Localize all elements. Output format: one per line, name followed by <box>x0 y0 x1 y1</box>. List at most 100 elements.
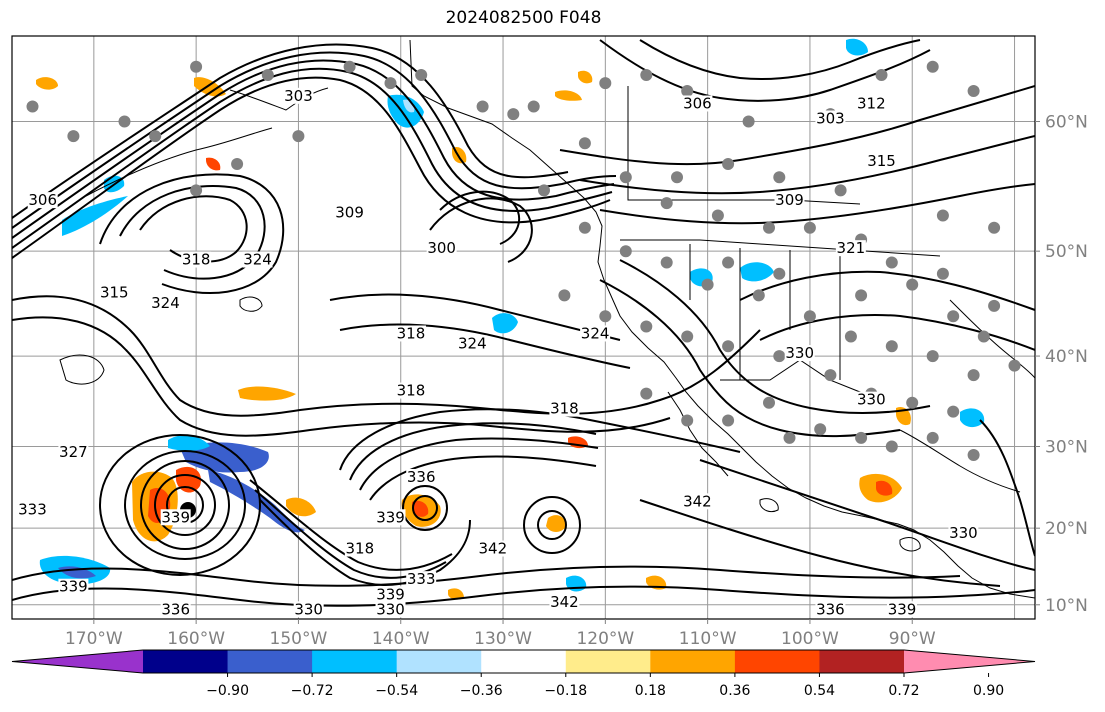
station-dot <box>988 299 1001 312</box>
contour-label-bg <box>682 95 713 112</box>
contour-label-bg <box>948 525 979 542</box>
station-dot <box>936 267 949 280</box>
contour-label-bg <box>395 325 426 342</box>
station-dot <box>824 369 837 382</box>
station-dot <box>722 158 735 170</box>
station-dot <box>977 330 990 343</box>
colorbar-box <box>734 650 820 673</box>
station-dot <box>926 350 939 363</box>
station-dot <box>660 256 673 269</box>
station-dot <box>578 221 591 234</box>
station-dot <box>527 100 540 113</box>
station-dot <box>988 221 1001 234</box>
station-dot <box>763 221 775 234</box>
station-dot <box>783 431 796 444</box>
contour-label: 321 <box>837 239 866 257</box>
station-dot <box>26 100 39 113</box>
contour-label-bg <box>457 335 488 352</box>
station-dot <box>640 320 653 333</box>
contour-label: 327 <box>59 443 88 461</box>
latitude-axis: 60°N 50°N 40°N 30°N 20°N 10°N <box>1035 113 1088 616</box>
station-dot <box>885 256 898 269</box>
station-dot <box>875 69 888 81</box>
contour-label-bg <box>580 325 611 342</box>
contour-label-bg <box>682 493 713 510</box>
colorbar-tick-label: 0.90 <box>973 683 1004 699</box>
station-dot <box>190 60 203 73</box>
longitude-axis: 170°W 160°W 150°W 140°W 130°W 120°W 110°W 100°W… <box>65 619 936 649</box>
contour-label-bg <box>334 204 365 221</box>
colorbar-box <box>565 650 651 673</box>
station-dot <box>855 289 868 302</box>
contour-label-bg <box>815 110 846 127</box>
contour-label-bg <box>242 251 273 268</box>
contour-label: 333 <box>18 500 47 518</box>
station-dot <box>701 278 714 291</box>
contour-label: 324 <box>581 324 610 342</box>
contour-label: 330 <box>857 391 886 409</box>
contour-label-bg <box>784 345 815 362</box>
coastlines <box>85 39 1035 599</box>
station-dot <box>558 289 571 302</box>
colorbar-box <box>819 650 905 673</box>
contour-label: 339 <box>376 508 405 526</box>
colorbar-box <box>312 650 398 673</box>
contour-label: 339 <box>888 600 917 618</box>
station-dot <box>619 171 632 184</box>
contour-label-bg <box>375 586 406 603</box>
colorbar-outline <box>11 649 1036 674</box>
contour-label-bg <box>58 578 89 595</box>
contour-label-bg <box>27 192 58 209</box>
station-dot <box>885 340 898 353</box>
station-dot <box>67 130 80 143</box>
contour-label: 330 <box>785 344 814 362</box>
contour-label: 303 <box>284 87 313 105</box>
station-dot <box>803 221 816 234</box>
lat-label: 50°N <box>1045 242 1088 262</box>
station-dot <box>599 310 612 323</box>
contour-label-bg <box>160 509 191 526</box>
contour-label-bg <box>887 601 918 618</box>
station-dot <box>906 396 919 409</box>
station-dot <box>855 431 868 444</box>
contour-label: 318 <box>182 251 211 269</box>
contour-label-bg <box>856 95 887 112</box>
contour-label: 336 <box>407 468 436 486</box>
contour-label: 309 <box>775 191 804 209</box>
contour-label: 318 <box>397 324 426 342</box>
colorbar: −0.90 −0.72 −0.54 −0.36 −0.18 0.18 0.36 0.54 0.7… <box>11 649 1036 699</box>
station-dot <box>343 60 356 73</box>
station-dots <box>26 60 1021 461</box>
contour-label-bg <box>283 87 314 104</box>
station-dot <box>814 423 827 436</box>
station-dot <box>476 100 489 113</box>
contour-label: 324 <box>243 251 272 269</box>
lon-label: 90°W <box>889 629 936 649</box>
station-dot <box>936 209 949 222</box>
station-dot <box>926 60 939 73</box>
station-dot <box>640 387 653 400</box>
colorbar-tick-label: −0.18 <box>544 683 587 699</box>
contour-label-bg <box>549 400 580 417</box>
contour-label: 339 <box>59 578 88 596</box>
map-frame <box>11 35 1036 620</box>
station-dot <box>538 184 550 197</box>
lon-label: 100°W <box>781 629 839 649</box>
contour-label-bg <box>426 240 457 257</box>
contour-label: 342 <box>550 593 579 611</box>
station-dot <box>773 350 786 363</box>
colorbar-tick-label: 0.18 <box>635 683 666 699</box>
lat-label: 40°N <box>1045 347 1088 367</box>
contour-label: 318 <box>550 400 579 418</box>
station-dot <box>231 158 244 170</box>
colorbar-tick-label: −0.90 <box>206 683 249 699</box>
contour-label-bg <box>835 240 866 257</box>
contour-label-bg <box>774 192 805 209</box>
lon-label: 140°W <box>372 629 430 649</box>
station-dot <box>967 369 980 382</box>
station-dot <box>947 405 960 418</box>
lat-label: 60°N <box>1045 113 1088 133</box>
contour-label: 309 <box>335 204 364 222</box>
contour-label: 336 <box>816 600 845 618</box>
